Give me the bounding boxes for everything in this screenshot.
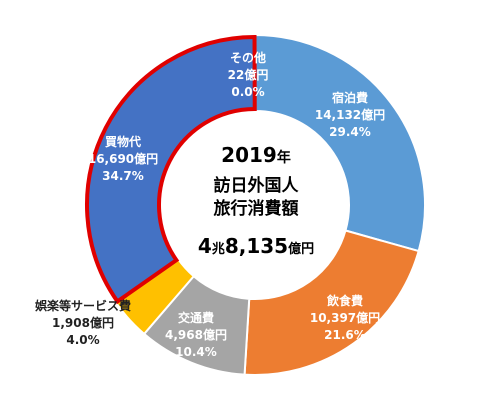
center-total: 4兆8,135億円 [198, 234, 314, 258]
label-6-line-2: 22億円 [228, 67, 269, 82]
slice-1 [254, 33, 426, 253]
label-3: 交通費 4,968億円 10.4% [165, 310, 227, 359]
label-4-line-1: 娯楽等サービス費 [35, 298, 131, 313]
label-1-line-1: 宿泊費 [332, 90, 368, 105]
label-6-line-3: 0.0% [231, 85, 264, 99]
center-line2: 旅行消費額 [214, 198, 299, 219]
label-6-line-1: その他 [230, 50, 266, 65]
label-5-line-2: 16,690億円 [88, 151, 158, 166]
label-1: 宿泊費 14,132億円 29.4% [315, 90, 385, 139]
center-line1: 訪日外国人 [214, 175, 300, 196]
label-4-line-3: 4.0% [66, 333, 99, 347]
label-1-line-3: 29.4% [329, 125, 371, 139]
shopping-highlight-outline [85, 34, 257, 305]
label-5-line-3: 34.7% [102, 169, 144, 183]
label-4-line-2: 1,908億円 [52, 315, 114, 330]
label-3-line-1: 交通費 [178, 310, 214, 325]
label-5-line-1: 買物代 [105, 134, 141, 149]
slice-2 [243, 229, 420, 376]
highlight-outline [85, 34, 257, 305]
label-2-line-3: 21.6% [324, 328, 366, 342]
label-4: 娯楽等サービス費 1,908億円 4.0% [35, 298, 131, 347]
label-3-line-3: 10.4% [175, 345, 217, 359]
center-title: 2019年 訪日外国人 旅行消費額 4兆8,135億円 [198, 143, 314, 258]
label-2-line-1: 飲食費 [326, 293, 363, 308]
label-5: 買物代 16,690億円 34.7% [88, 134, 158, 183]
segment-labels: 宿泊費 14,132億円 29.4% 飲食費 10,397億円 21.6% 交通費 4,968… [35, 50, 385, 359]
label-6: その他 22億円 0.0% [228, 50, 269, 99]
center-year: 2019年 [221, 143, 291, 167]
label-2: 飲食費 10,397億円 21.6% [310, 293, 380, 342]
label-1-line-2: 14,132億円 [315, 107, 385, 122]
label-3-line-2: 4,968億円 [165, 327, 227, 342]
label-2-line-2: 10,397億円 [310, 310, 380, 325]
